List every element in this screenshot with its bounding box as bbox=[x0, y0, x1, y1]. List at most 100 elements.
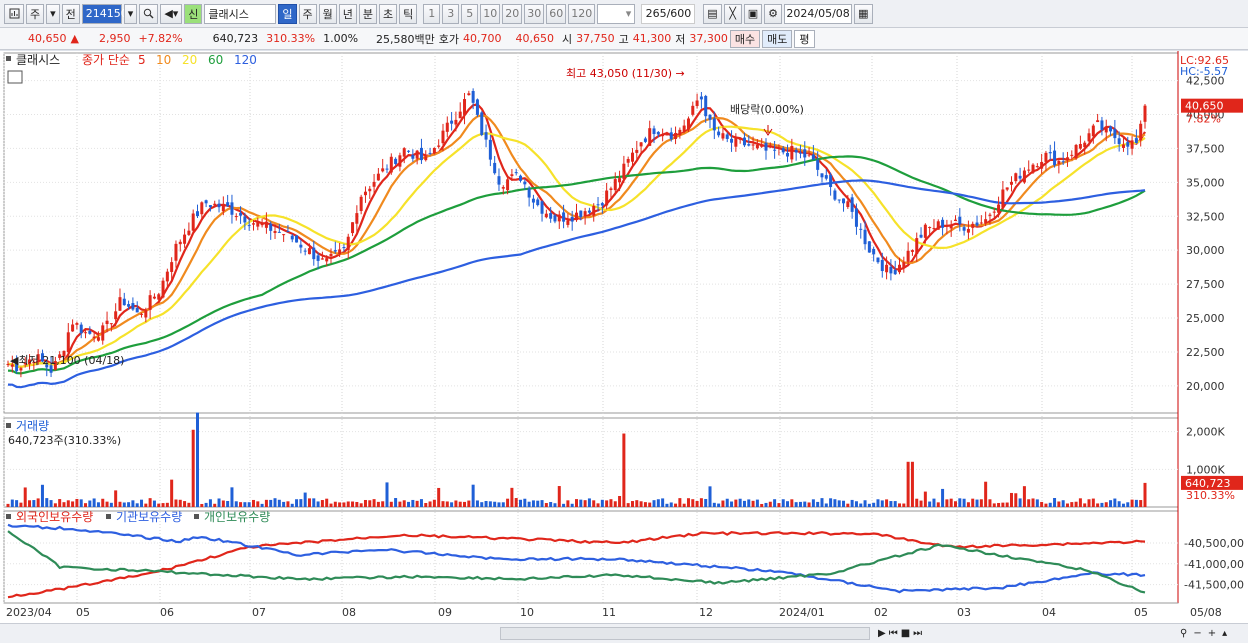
candle-body bbox=[307, 248, 311, 255]
volume-bar bbox=[196, 412, 199, 507]
volume-current-box bbox=[1181, 475, 1243, 490]
volume-bar bbox=[958, 498, 962, 507]
volume-bar bbox=[295, 499, 299, 507]
horizontal-scrollbar[interactable] bbox=[500, 627, 870, 640]
candle-body bbox=[1109, 126, 1113, 132]
tab-monthly[interactable]: 월 bbox=[318, 3, 337, 24]
code-dropdown-icon[interactable]: ▾ bbox=[123, 3, 138, 24]
stock-code-input[interactable]: 214150 bbox=[81, 3, 128, 24]
volume-bar bbox=[376, 501, 380, 507]
candle-body bbox=[299, 244, 303, 248]
count-total: /600 bbox=[666, 7, 692, 20]
dropdown-arrow-icon[interactable]: ▾ bbox=[46, 3, 60, 24]
rewind-icon[interactable]: ⏮ bbox=[888, 628, 898, 639]
candle-body bbox=[415, 150, 419, 159]
mode-button[interactable]: 전 bbox=[61, 3, 80, 24]
volume-bar bbox=[738, 498, 742, 507]
volume-bar bbox=[316, 501, 320, 507]
volume-bar bbox=[312, 498, 316, 507]
zoom-controls[interactable]: ⚲ − + ▴ bbox=[1180, 626, 1227, 641]
candle-body bbox=[79, 324, 83, 334]
candle-body bbox=[351, 222, 355, 234]
volume-bar bbox=[833, 499, 837, 507]
x-axis-label: 12 bbox=[699, 606, 713, 619]
count-input[interactable]: 265/600 bbox=[641, 3, 696, 24]
tab-minute[interactable]: 분 bbox=[358, 3, 378, 24]
chart-svg[interactable]: 42,50040,00037,50035,00032,50030,00027,5… bbox=[0, 51, 1248, 623]
candle-body bbox=[135, 308, 139, 313]
candle-body bbox=[368, 188, 372, 192]
stock-name-field[interactable]: 클래시스 bbox=[204, 3, 277, 24]
candle-body bbox=[247, 225, 251, 227]
volume-bar bbox=[587, 498, 591, 507]
minute-60[interactable]: 60 bbox=[546, 3, 567, 24]
tab-tick[interactable]: 틱 bbox=[399, 3, 418, 24]
zoom-search-icon[interactable]: ⚲ bbox=[1180, 628, 1188, 639]
search-icon[interactable] bbox=[139, 3, 159, 24]
volume-bar bbox=[105, 501, 109, 507]
candle-body bbox=[1031, 164, 1035, 173]
sell-button[interactable]: 매도 bbox=[762, 29, 793, 48]
low-price: 37,300 bbox=[689, 32, 728, 45]
period-select[interactable]: 주 bbox=[26, 3, 45, 24]
navigation-buttons[interactable]: ▶ ⏮ ■ ⏭ bbox=[878, 626, 922, 641]
zoom-icon[interactable]: ▤ bbox=[703, 3, 722, 24]
minute-20[interactable]: 20 bbox=[502, 3, 523, 24]
candle-body bbox=[144, 310, 148, 318]
tab-second[interactable]: 초 bbox=[379, 3, 398, 24]
save-icon[interactable]: ▣ bbox=[743, 3, 763, 24]
volume-bar bbox=[1035, 499, 1039, 507]
holding-title-0: 외국인보유수량 bbox=[16, 510, 93, 524]
candle-body bbox=[824, 175, 828, 179]
zoom-in-icon[interactable]: + bbox=[1207, 628, 1217, 639]
volume-bar bbox=[575, 499, 578, 507]
candle-body bbox=[256, 221, 260, 227]
price-tick-label: 32,500 bbox=[1186, 210, 1225, 223]
candle-body bbox=[501, 187, 505, 189]
dividend-annotation: 배당락(0.00%) bbox=[730, 103, 804, 116]
minute-3[interactable]: 3 bbox=[442, 3, 460, 24]
speaker-icon[interactable]: ◀▾ bbox=[160, 3, 183, 24]
candle-body bbox=[398, 155, 402, 167]
zoom-out-icon[interactable]: − bbox=[1193, 628, 1202, 639]
minute-1[interactable]: 1 bbox=[423, 3, 441, 24]
stop-icon[interactable]: ■ bbox=[900, 628, 911, 639]
volume-bar bbox=[497, 502, 501, 507]
volume-bar bbox=[988, 499, 992, 507]
volume-bar bbox=[725, 498, 729, 507]
custom-interval-input[interactable]: ▾ bbox=[597, 3, 636, 24]
buy-button[interactable]: 매수 bbox=[729, 29, 761, 48]
minute-5[interactable]: 5 bbox=[461, 3, 479, 24]
volume-bar bbox=[816, 501, 820, 507]
settings-icon[interactable]: ⚙ bbox=[764, 3, 783, 24]
volume-bar bbox=[454, 500, 458, 507]
candle-body bbox=[338, 249, 342, 255]
minute-120[interactable]: 120 bbox=[568, 3, 596, 24]
minute-10[interactable]: 10 bbox=[480, 3, 501, 24]
minute-30[interactable]: 30 bbox=[524, 3, 545, 24]
tab-yearly[interactable]: 년 bbox=[338, 3, 357, 24]
calendar-icon[interactable]: ▦ bbox=[854, 3, 873, 24]
volume-bar bbox=[1005, 502, 1009, 507]
main-panel-name: 클래시스 bbox=[16, 53, 60, 67]
volume-bar bbox=[127, 502, 131, 507]
forward-icon[interactable]: ⏭ bbox=[913, 628, 923, 639]
volume-bar bbox=[549, 502, 553, 507]
candle-body bbox=[1139, 123, 1143, 141]
open-label: 시 bbox=[562, 32, 573, 46]
volume-bar bbox=[777, 503, 781, 507]
draw-tool-icon[interactable]: ╳ bbox=[723, 3, 742, 24]
tab-weekly[interactable]: 주 bbox=[298, 3, 317, 24]
tab-daily[interactable]: 일 bbox=[278, 3, 297, 24]
axes: 42,50040,00037,50035,00032,50030,00027,5… bbox=[4, 75, 1244, 619]
price-tick-label: 30,000 bbox=[1186, 244, 1225, 257]
candle-body bbox=[320, 258, 324, 260]
move-icon[interactable]: ▴ bbox=[1222, 628, 1228, 639]
volume-bar bbox=[945, 499, 949, 507]
chart-type-icon[interactable] bbox=[4, 3, 24, 24]
chart-area[interactable]: 42,500 40,000 37,500 35,000 32,500 30,000 27,5… bbox=[0, 51, 1248, 623]
play-icon[interactable]: ▶ bbox=[878, 628, 886, 639]
date-input[interactable]: 2024/05/08 bbox=[784, 3, 853, 24]
volume-bar bbox=[699, 498, 703, 507]
eval-button[interactable]: 평 bbox=[794, 29, 815, 48]
